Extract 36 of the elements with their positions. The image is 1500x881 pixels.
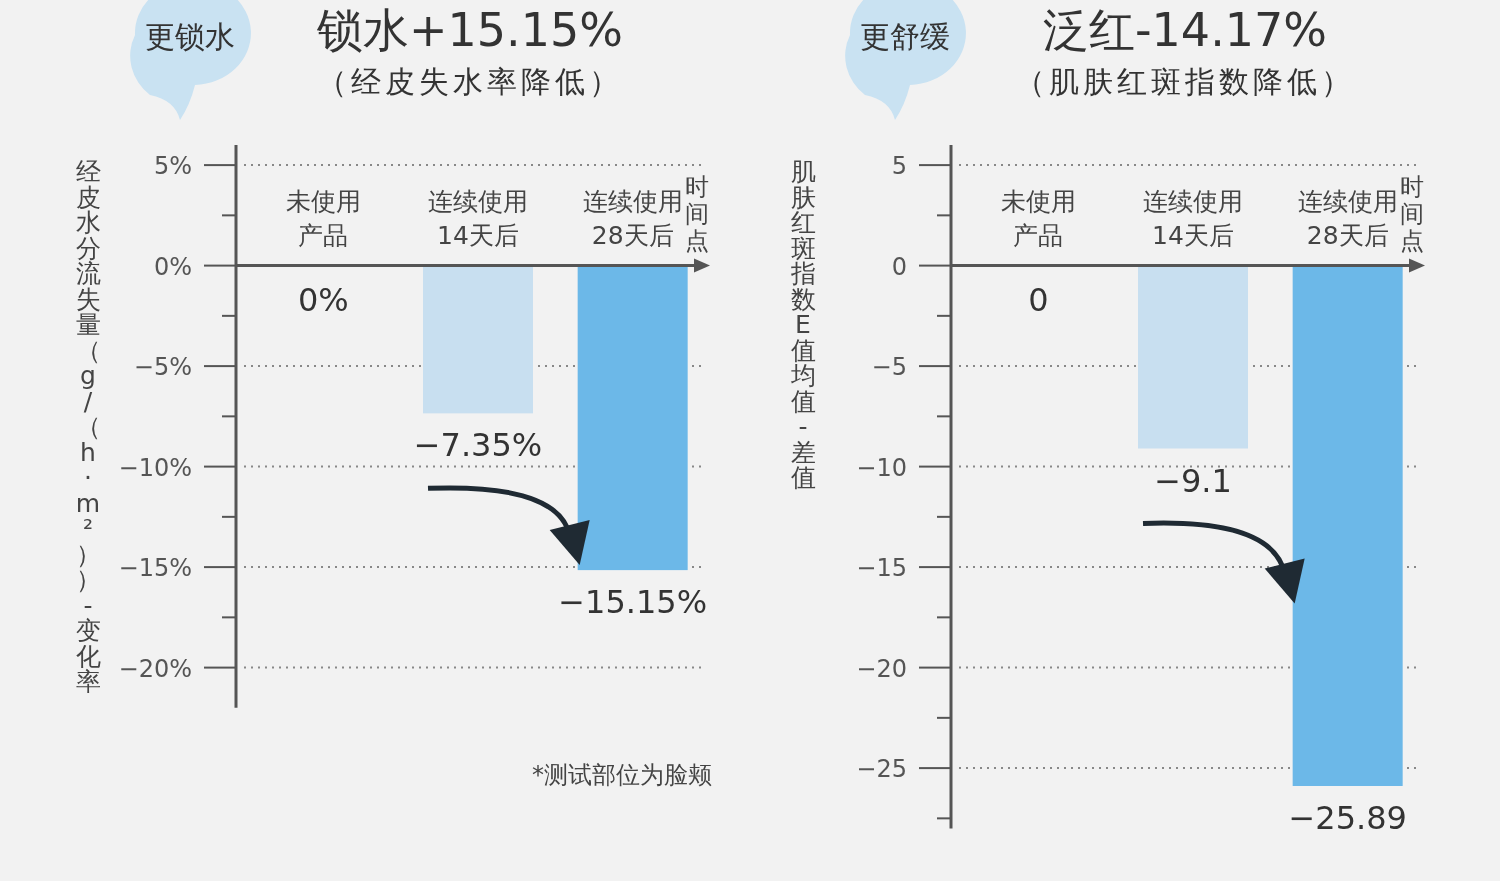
data-label: −9.1 <box>1154 461 1232 500</box>
y-tick-label: −5 <box>871 353 907 382</box>
text: 肌肤红斑指数E值均值-差值 <box>790 157 816 492</box>
x-tick-label: 连续使用14天后 <box>428 187 528 250</box>
data-label: −15.15% <box>558 583 708 622</box>
text: *测试部位为脸颊 <box>532 761 712 789</box>
y-tick-label: −20 <box>856 654 907 683</box>
x-tick-label: 连续使用14天后 <box>1143 187 1243 250</box>
x-axis-title: 时间点 <box>1400 173 1424 255</box>
y-tick-label: −15% <box>118 554 192 583</box>
y-tick-label: −10% <box>118 453 192 482</box>
y-tick-label: −10 <box>856 453 907 482</box>
text: 更舒缓 <box>860 19 950 54</box>
x-tick-label: 连续使用28天后 <box>1297 187 1398 250</box>
text: 更锁水 <box>145 19 235 54</box>
chart-title: 锁水+15.15% <box>316 3 623 57</box>
y-tick-label: −20% <box>118 654 192 683</box>
x-axis-title: 时间点 <box>685 173 709 255</box>
data-label: −25.89 <box>1288 798 1407 837</box>
y-tick-label: 0 <box>891 252 907 281</box>
chart-subtitle: （肌肤红斑指数降低） <box>1015 64 1355 99</box>
y-tick-label: −5% <box>133 353 192 382</box>
data-label: 0 <box>1028 280 1049 319</box>
y-tick-label: 5 <box>891 152 907 181</box>
x-tick-label: 未使用产品 <box>285 187 361 250</box>
y-tick-label: −25 <box>856 755 907 784</box>
data-label: 0% <box>297 280 349 319</box>
x-tick-label: 未使用产品 <box>1000 187 1076 250</box>
chart-subtitle: （经皮失水率降低） <box>317 64 623 99</box>
text: 经皮水分流失量（g/（h·m²））-变化率 <box>75 157 101 696</box>
y-tick-label: 5% <box>153 152 192 181</box>
chart-title: 泛红-14.17% <box>1043 3 1327 57</box>
y-tick-label: 0% <box>153 252 192 281</box>
data-label: −7.35% <box>413 426 543 465</box>
y-tick-label: −15 <box>856 554 907 583</box>
x-tick-label: 连续使用28天后 <box>582 187 683 250</box>
